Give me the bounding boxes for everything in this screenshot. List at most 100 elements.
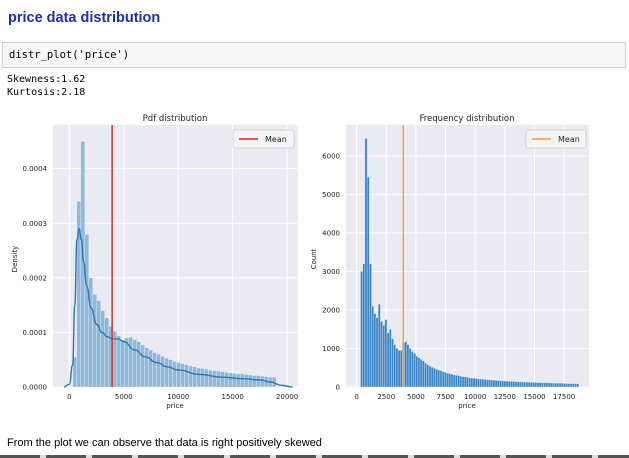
pdf-legend: Mean [232, 129, 295, 149]
pdf-bar [84, 233, 90, 388]
freq-bar [415, 355, 419, 388]
freq-bar [466, 377, 469, 388]
freq-bar [459, 376, 463, 388]
kurtosis-output: Kurtosis:2.18 [7, 87, 86, 98]
freq-bar [479, 378, 482, 388]
freq-bar [541, 382, 544, 388]
pdf-bar [259, 375, 265, 388]
pdf-bar [96, 300, 101, 388]
freq-bar [534, 382, 538, 388]
freq-bar [455, 375, 458, 388]
freq-bar [417, 357, 421, 388]
pdf-bar [212, 370, 217, 388]
freq-bar [503, 380, 507, 388]
freq-bar [384, 319, 388, 388]
skewness-output: Skewness:1.62 [7, 74, 86, 85]
freq-bar [532, 382, 535, 388]
pdf-bar [120, 339, 125, 388]
pdf-bar [256, 375, 261, 388]
freq-bar [523, 381, 527, 388]
freq-bar [527, 382, 531, 388]
pdf-kde-line [63, 228, 293, 388]
pdf-bar [200, 368, 205, 388]
freq-bar [424, 362, 427, 388]
freq-bar [380, 321, 383, 388]
pdf-bar [232, 373, 237, 388]
freq-bar [468, 377, 471, 388]
freq-xtick-label: 15000 [523, 393, 545, 401]
frequency-chart: Frequency distribution 0 2500 5000 7500 1000… [310, 114, 589, 410]
freq-bar [492, 380, 496, 388]
freq-bar [547, 382, 551, 388]
freq-bar [377, 303, 381, 388]
pdf-bar [172, 361, 177, 388]
freq-chart-title: Frequency distribution [419, 114, 514, 124]
freq-bar [360, 271, 363, 388]
freq-bar [437, 369, 441, 388]
pdf-bar [192, 366, 197, 388]
freq-bar [452, 374, 456, 388]
pdf-ylabel: Density [11, 246, 19, 273]
freq-bar [404, 341, 408, 388]
freq-bar [567, 383, 571, 388]
pdf-bar [152, 352, 157, 388]
freq-bar [472, 378, 476, 388]
freq-bar [411, 351, 414, 388]
bottom-divider [0, 455, 629, 458]
freq-xlabel: price [458, 402, 475, 410]
pdf-bar [156, 354, 161, 388]
freq-bar [470, 377, 474, 388]
freq-bar [571, 383, 575, 388]
code-cell[interactable]: distr_plot('price') [2, 42, 626, 68]
freq-bar [448, 373, 452, 388]
conclusion-text: From the plot we can observe that data i… [7, 437, 322, 449]
figure: Pdf distribution 0 5000 10000 15000 20000 0.… [11, 114, 589, 410]
freq-bar [536, 382, 540, 388]
freq-bar [441, 371, 445, 388]
freq-ytick-label: 0 [336, 384, 340, 392]
freq-bar [554, 382, 557, 388]
pdf-bar [100, 310, 105, 388]
freq-bar [435, 369, 438, 388]
pdf-xtick-label: 20000 [276, 393, 298, 401]
freq-bar [505, 380, 509, 388]
freq-ytick-label: 2000 [322, 306, 340, 314]
pdf-bar [244, 374, 249, 388]
pdf-bar [248, 374, 253, 388]
pdf-bar [180, 363, 185, 388]
pdf-bar [160, 356, 165, 388]
freq-bar [406, 344, 410, 388]
pdf-ytick-label: 0.0002 [23, 274, 48, 282]
freq-bar [371, 305, 374, 388]
freq-ytick-label: 6000 [322, 152, 340, 160]
freq-bar [543, 382, 546, 388]
freq-bar [382, 325, 385, 388]
pdf-xtick-label: 5000 [115, 393, 133, 401]
freq-bar [481, 379, 485, 388]
freq-bar [499, 380, 502, 388]
freq-bar [486, 379, 489, 388]
freq-bar [474, 378, 478, 388]
freq-bar [444, 372, 447, 388]
freq-bar [373, 313, 377, 388]
freq-bar [556, 383, 560, 388]
pdf-bar [92, 294, 97, 388]
pdf-bar [216, 370, 221, 388]
pdf-bar [136, 341, 141, 388]
freq-bar [395, 348, 399, 388]
pdf-bar [196, 367, 201, 388]
freq-bar [362, 263, 366, 388]
code-source: distr_plot('price') [9, 49, 130, 61]
freq-bar [393, 344, 397, 388]
freq-bar [483, 379, 487, 388]
pdf-bar [220, 371, 225, 388]
pdf-bar [176, 362, 181, 388]
freq-bar [569, 383, 573, 388]
pdf-bar [228, 372, 233, 388]
pdf-bar [168, 359, 173, 388]
freq-bar [400, 350, 403, 388]
pdf-ytick-label: 0.0001 [23, 329, 48, 337]
freq-bar [530, 382, 533, 388]
freq-bar [439, 370, 443, 388]
freq-bar [488, 379, 491, 388]
